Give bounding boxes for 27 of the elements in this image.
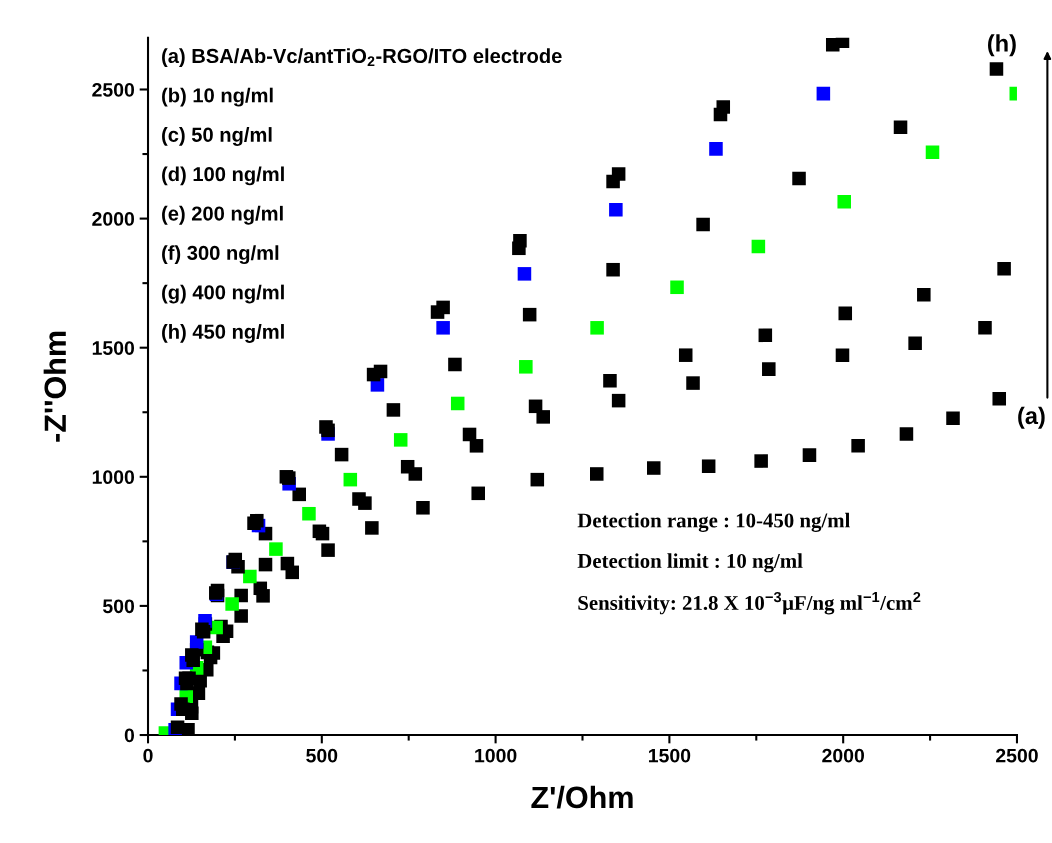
- y-tick-label: 2500: [92, 82, 135, 97]
- annotation: (h): [988, 34, 1016, 57]
- text: (a): [1018, 406, 1045, 429]
- x-tick-label: 2000: [822, 748, 865, 763]
- x-tick-label: 500: [306, 748, 338, 763]
- annotation: (g) 400 ng/ml: [162, 284, 284, 304]
- y-axis-title: -Z''Ohm: [43, 331, 67, 442]
- y-tick-label: 1000: [92, 470, 135, 485]
- annotation: (b) 10 ng/ml: [162, 87, 273, 107]
- annotation: Detection range : 10-450 ng/ml: [577, 512, 851, 532]
- annotation: (c) 50 ng/ml: [162, 127, 272, 146]
- y-tick-label: 2000: [92, 212, 135, 226]
- y-tick-label: 1500: [92, 341, 135, 355]
- annotation: (h) 450 ng/ml: [162, 324, 284, 343]
- annotation: (e) 200 ng/ml: [162, 205, 283, 225]
- x-axis-title: Z'/Ohm: [531, 785, 633, 809]
- x-tick-label: 2500: [996, 748, 1038, 763]
- x-tick-label: 0: [143, 748, 153, 763]
- y-tick-label: 0: [124, 728, 135, 743]
- annotation: (d) 100 ng/ml: [162, 166, 284, 186]
- annotation: (f) 300 ng/ml: [162, 245, 279, 265]
- annotation: Detection limit : 10 ng/ml: [577, 553, 803, 573]
- x-tick-label: 1000: [475, 748, 517, 763]
- annotation: (a) BSA/Ab-Vc/antTiO$_{2}$-RGO/ITO electrode: [162, 48, 562, 68]
- annotation: Sensitivity: 21.8 X 10$^{−3}$μF/ng ml$^{−1}$/cm$^{2}$: [578, 591, 921, 615]
- y-tick-label: 500: [102, 599, 135, 614]
- x-tick-label: 1500: [648, 748, 691, 763]
